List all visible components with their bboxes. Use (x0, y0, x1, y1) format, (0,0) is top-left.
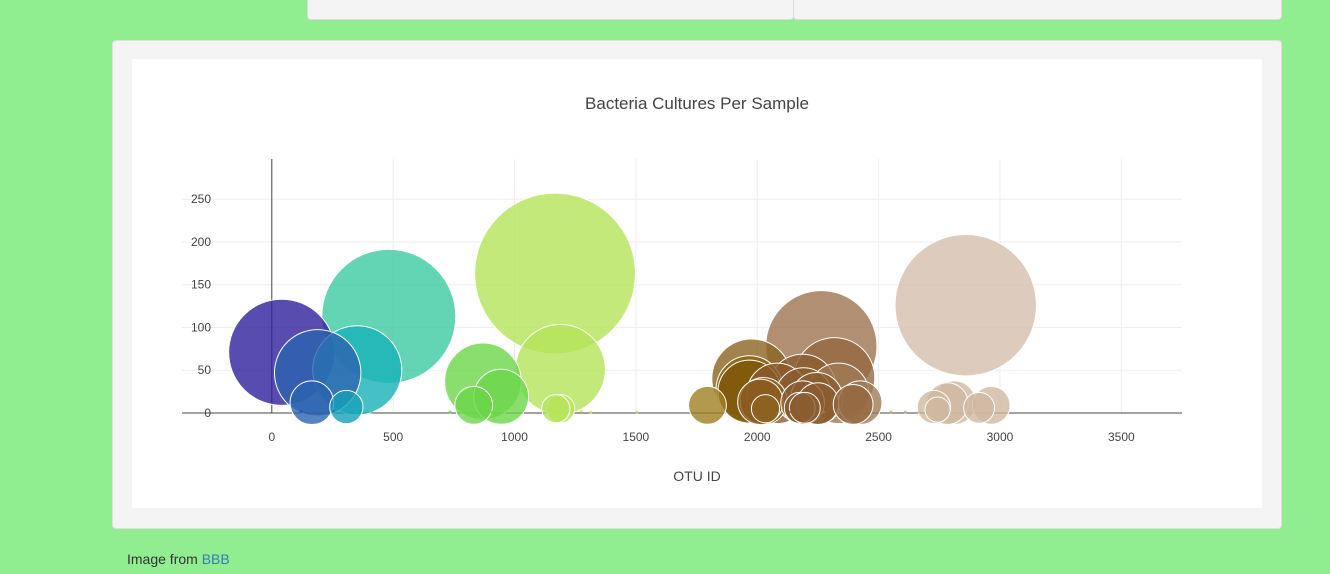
bubble-chart-container: 0 500 1000 1500 2000 2500 3000 3500 0 50 100 150 200… (132, 59, 1262, 508)
bubble-point[interactable] (454, 385, 494, 425)
tick-labels: 0 500 1000 1500 2000 2500 3000 3500 0 50 100 150 200… (191, 192, 1135, 444)
x-axis-title: OTU ID (673, 468, 720, 484)
bubble-point[interactable] (354, 410, 358, 414)
y-tick-label: 0 (204, 406, 211, 420)
bubble-point[interactable] (963, 391, 996, 424)
top-right-panel (793, 0, 1282, 20)
bubble-point[interactable] (589, 410, 593, 414)
bubble-point[interactable] (788, 410, 792, 414)
x-tick-label: 0 (268, 430, 275, 444)
bubble-point[interactable] (688, 385, 727, 425)
image-credit: Image from BBB (127, 551, 230, 567)
image-credit-link[interactable]: BBB (201, 551, 230, 567)
bubble-point[interactable] (746, 410, 750, 414)
x-tick-label: 500 (383, 430, 403, 444)
bubble-point[interactable] (822, 410, 826, 414)
x-tick-label: 2500 (865, 430, 892, 444)
top-left-panel (307, 0, 794, 20)
bubble-point[interactable] (579, 409, 583, 413)
bubble-point[interactable] (832, 384, 874, 425)
x-tick-label: 3500 (1108, 430, 1135, 444)
bubble-point[interactable] (299, 409, 303, 413)
chart-title: Bacteria Cultures Per Sample (585, 94, 809, 113)
bubble-point[interactable] (924, 396, 951, 423)
bubble-point[interactable] (889, 410, 893, 414)
y-tick-label: 200 (191, 235, 211, 249)
x-tick-label: 3000 (987, 430, 1014, 444)
x-tick-label: 2000 (744, 430, 771, 444)
bubble-point[interactable] (289, 380, 335, 426)
bubble-point[interactable] (788, 391, 821, 424)
bubble-point[interactable] (331, 409, 335, 413)
bubble-point[interactable] (917, 410, 921, 414)
bubble-point[interactable] (329, 389, 364, 425)
bubble-point[interactable] (894, 234, 1037, 377)
bubble-chart[interactable]: 0 500 1000 1500 2000 2500 3000 3500 0 50 100 150 200… (132, 59, 1262, 508)
y-tick-label: 150 (191, 278, 211, 292)
x-tick-label: 1000 (501, 430, 528, 444)
bubble-point[interactable] (489, 410, 493, 414)
image-credit-prefix: Image from (127, 551, 198, 567)
x-tick-label: 1500 (623, 430, 650, 444)
bubble-point[interactable] (903, 410, 907, 414)
y-tick-label: 100 (191, 320, 211, 334)
y-tick-label: 250 (191, 192, 211, 206)
bubble-point[interactable] (750, 394, 781, 424)
bubble-point[interactable] (635, 410, 639, 414)
bubble-point[interactable] (837, 410, 841, 414)
y-tick-label: 50 (198, 363, 212, 377)
bubbles[interactable] (228, 192, 1037, 426)
bubble-point[interactable] (541, 394, 571, 424)
bubble-point[interactable] (370, 410, 374, 414)
bubble-point[interactable] (448, 410, 452, 414)
